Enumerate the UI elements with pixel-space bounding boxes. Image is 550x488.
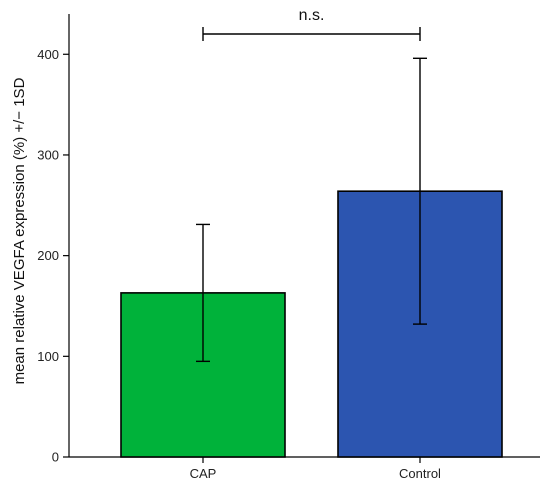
bars [120,190,503,458]
y-axis: 0 100 200 300 400 [37,14,70,465]
significance-bracket: n.s. [202,7,421,41]
y-tick-label: 0 [52,450,59,465]
y-axis-title: mean relative VEGFA expression (%) +/− 1… [11,77,28,384]
y-tick-label: 400 [37,47,59,62]
error-bars [196,57,427,363]
significance-label: n.s. [299,7,325,24]
x-tick-label: Control [399,466,441,481]
x-tick-label: CAP [190,466,217,481]
y-tick-label: 100 [37,349,59,364]
y-tick-label: 200 [37,248,59,263]
x-axis: CAP Control [69,456,540,481]
y-tick-label: 300 [37,147,59,162]
